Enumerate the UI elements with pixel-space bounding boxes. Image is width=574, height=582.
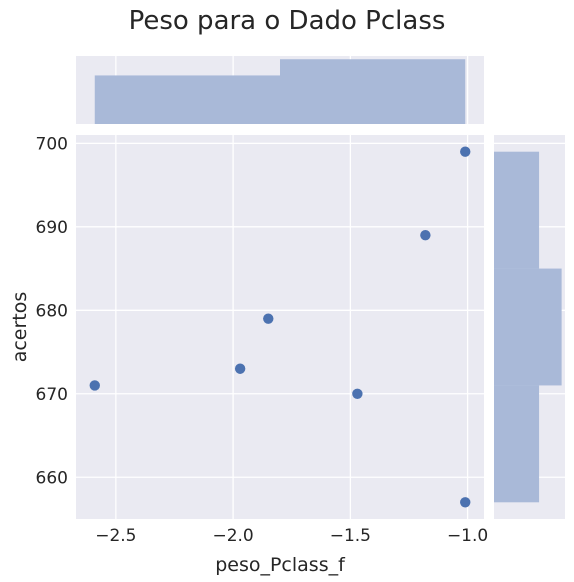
right-histogram-bar [494,268,562,386]
top-histogram-bar [94,75,280,124]
axes-labels: −2.5 −2.0 −1.5 −1.0 660 670 680 690 700 peso_Pcla… [9,134,488,576]
scatter-point [263,313,274,324]
scatter-plot-area [76,135,484,519]
x-axis-label: peso_Pclass_f [215,554,346,576]
x-tick-label: −2.0 [212,526,253,546]
right-histogram-bar [494,385,540,503]
x-tick-label: −1.0 [447,526,488,546]
right-histogram-bar [494,151,540,269]
right-marginal-histogram [494,135,565,519]
y-tick-label: 660 [36,468,68,488]
scatter-point [352,388,363,399]
y-tick-label: 690 [36,218,68,238]
scatter-point [234,363,246,374]
x-tick-label: −1.5 [330,526,371,546]
scatter-point [420,229,431,241]
scatter-point [89,380,100,391]
top-histogram-bar [280,59,466,124]
scatter-point [460,497,471,508]
chart-title: Peso para o Dado Pclass [128,6,446,36]
x-tick-label: −2.5 [95,526,136,546]
y-tick-label: 700 [36,134,68,154]
y-axis-label: acertos [9,292,31,363]
scatter-point [460,146,471,157]
scatter-background [76,135,484,519]
y-tick-label: 670 [36,385,68,405]
top-marginal-histogram [76,56,484,124]
y-tick-label: 680 [36,301,68,321]
